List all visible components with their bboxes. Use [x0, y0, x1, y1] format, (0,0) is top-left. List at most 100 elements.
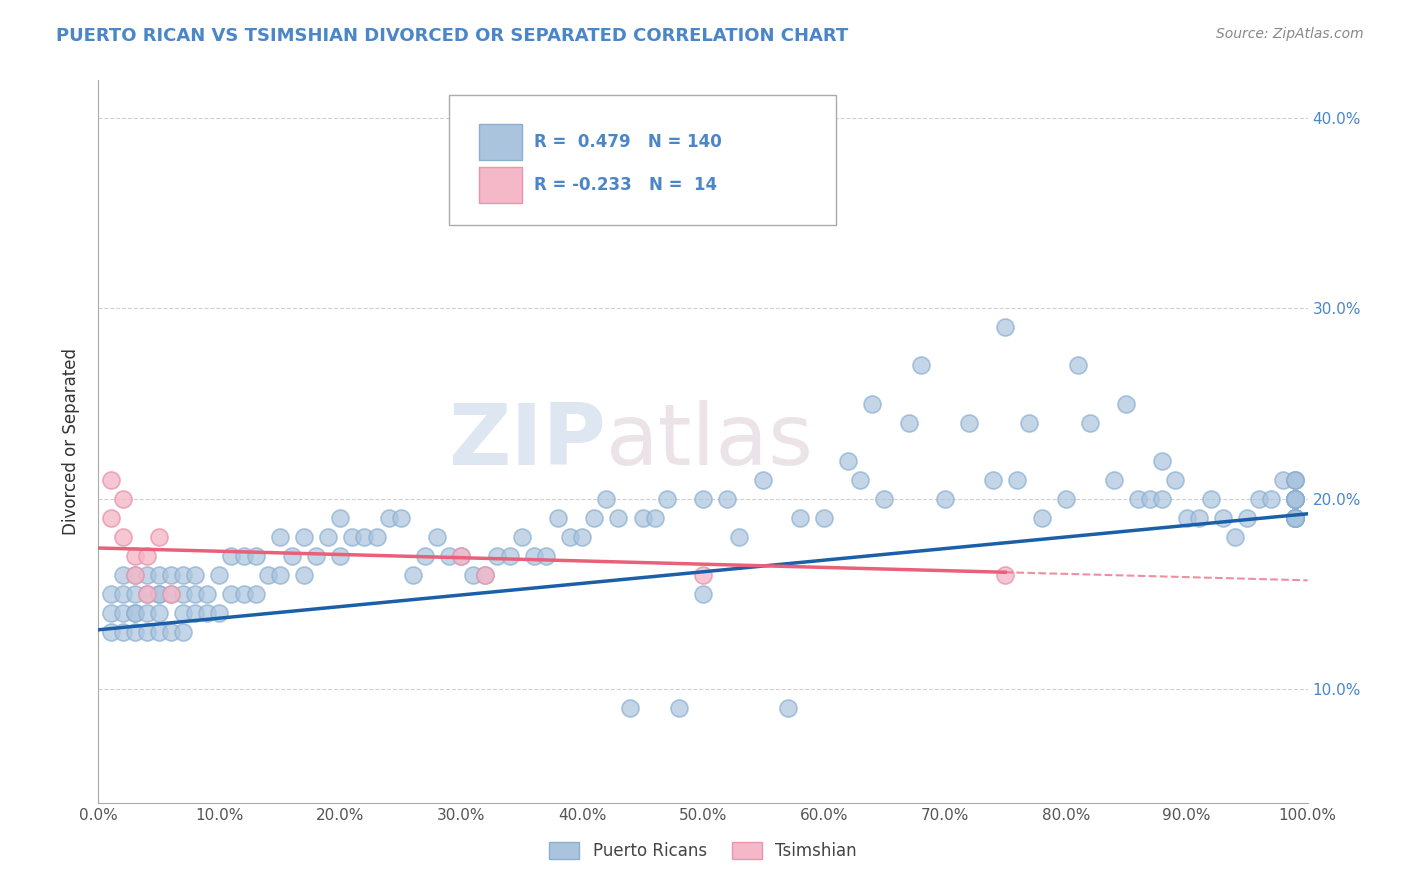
Point	[837, 453, 859, 467]
Point	[100, 510, 122, 524]
Point	[510, 530, 533, 544]
Point	[558, 530, 581, 544]
Point	[1272, 473, 1295, 487]
Point	[1236, 510, 1258, 524]
Point	[897, 416, 920, 430]
Point	[135, 567, 157, 582]
Point	[631, 510, 654, 524]
Point	[994, 320, 1017, 334]
Point	[1284, 491, 1306, 506]
Point	[256, 567, 278, 582]
Point	[172, 624, 194, 639]
Point	[221, 587, 243, 601]
Y-axis label: Divorced or Separated: Divorced or Separated	[62, 348, 80, 535]
Point	[668, 700, 690, 714]
Text: R = -0.233   N =  14: R = -0.233 N = 14	[534, 176, 717, 194]
Point	[1078, 416, 1101, 430]
Point	[184, 567, 207, 582]
Point	[1284, 491, 1306, 506]
Point	[1284, 473, 1306, 487]
Point	[305, 549, 328, 563]
Point	[111, 624, 134, 639]
Point	[148, 587, 170, 601]
Point	[135, 624, 157, 639]
Point	[329, 549, 352, 563]
Point	[981, 473, 1004, 487]
Point	[692, 567, 714, 582]
Point	[1054, 491, 1077, 506]
Point	[389, 510, 412, 524]
Point	[124, 567, 146, 582]
Point	[353, 530, 375, 544]
Bar	[479, 167, 522, 203]
Point	[1018, 416, 1040, 430]
Point	[1284, 510, 1306, 524]
Point	[1163, 473, 1185, 487]
Point	[728, 530, 751, 544]
Point	[111, 587, 134, 601]
Point	[1128, 491, 1150, 506]
Point	[692, 491, 714, 506]
Point	[1152, 453, 1174, 467]
Point	[1284, 510, 1306, 524]
Point	[100, 473, 122, 487]
Point	[172, 587, 194, 601]
Point	[1284, 491, 1306, 506]
Point	[1223, 530, 1246, 544]
Point	[111, 530, 134, 544]
Text: PUERTO RICAN VS TSIMSHIAN DIVORCED OR SEPARATED CORRELATION CHART: PUERTO RICAN VS TSIMSHIAN DIVORCED OR SE…	[56, 27, 848, 45]
Point	[292, 567, 315, 582]
Point	[655, 491, 678, 506]
Point	[1152, 491, 1174, 506]
Point	[1284, 491, 1306, 506]
Point	[474, 567, 496, 582]
Point	[1284, 510, 1306, 524]
Point	[413, 549, 436, 563]
Point	[329, 510, 352, 524]
Point	[1139, 491, 1161, 506]
Point	[583, 510, 606, 524]
Point	[100, 624, 122, 639]
Point	[148, 530, 170, 544]
Point	[148, 587, 170, 601]
Point	[100, 606, 122, 620]
Point	[426, 530, 449, 544]
Point	[195, 606, 218, 620]
Point	[1284, 491, 1306, 506]
Point	[124, 624, 146, 639]
Point	[292, 530, 315, 544]
Point	[692, 587, 714, 601]
Point	[534, 549, 557, 563]
Point	[1031, 510, 1053, 524]
Text: R =  0.479   N = 140: R = 0.479 N = 140	[534, 133, 721, 151]
Point	[1102, 473, 1125, 487]
Point	[1284, 491, 1306, 506]
Point	[124, 587, 146, 601]
Text: atlas: atlas	[606, 400, 814, 483]
Point	[523, 549, 546, 563]
Point	[232, 549, 254, 563]
Point	[208, 606, 231, 620]
Point	[160, 587, 183, 601]
Point	[281, 549, 304, 563]
Point	[547, 510, 569, 524]
Legend: Puerto Ricans, Tsimshian: Puerto Ricans, Tsimshian	[543, 835, 863, 867]
Point	[1007, 473, 1029, 487]
Point	[124, 549, 146, 563]
Point	[1212, 510, 1234, 524]
Point	[342, 530, 364, 544]
Text: ZIP: ZIP	[449, 400, 606, 483]
Point	[221, 549, 243, 563]
Point	[135, 549, 157, 563]
Point	[135, 606, 157, 620]
Point	[124, 606, 146, 620]
Point	[1199, 491, 1222, 506]
Point	[245, 587, 267, 601]
Point	[1188, 510, 1211, 524]
Point	[1284, 491, 1306, 506]
Point	[595, 491, 617, 506]
Point	[1284, 491, 1306, 506]
Point	[148, 624, 170, 639]
Point	[184, 587, 207, 601]
Text: Source: ZipAtlas.com: Source: ZipAtlas.com	[1216, 27, 1364, 41]
